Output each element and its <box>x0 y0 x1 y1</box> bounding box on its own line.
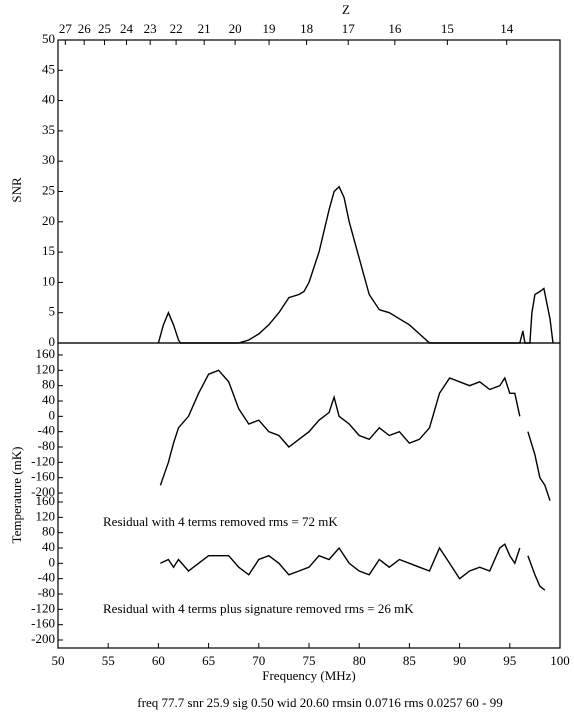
y-tick-label: 40 <box>42 539 55 554</box>
y-tick-label: -120 <box>31 600 55 615</box>
y-tick-label: 5 <box>49 304 56 319</box>
y-tick-label: -200 <box>31 484 55 499</box>
y-tick-label: 15 <box>42 243 55 258</box>
annotation: Residual with 4 terms plus signature rem… <box>103 601 414 616</box>
z-tick-label: 20 <box>229 21 242 36</box>
y-tick-label: 50 <box>42 31 55 46</box>
y-tick-label: 0 <box>49 334 56 349</box>
y-tick-label: 40 <box>42 392 55 407</box>
x-tick-label: 75 <box>303 653 316 668</box>
y-tick-label: -80 <box>38 585 55 600</box>
z-tick-label: 16 <box>388 21 402 36</box>
y-tick-label: 20 <box>42 213 55 228</box>
x-tick-label: 95 <box>503 653 516 668</box>
y-tick-label: 0 <box>49 554 56 569</box>
x-tick-label: 85 <box>403 653 416 668</box>
y-axis-label: SNR <box>9 177 24 203</box>
y-tick-label: 120 <box>36 361 56 376</box>
y-tick-label: 25 <box>42 182 55 197</box>
y-tick-label: 80 <box>42 524 55 539</box>
y-tick-label: 35 <box>42 122 55 137</box>
y-tick-label: 160 <box>36 346 56 361</box>
z-tick-label: 27 <box>59 21 73 36</box>
y-tick-label: -160 <box>31 616 55 631</box>
data-line <box>159 369 551 501</box>
y-tick-label: -120 <box>31 453 55 468</box>
x-axis-label: Frequency (MHz) <box>262 668 356 683</box>
y-tick-label: 40 <box>42 92 55 107</box>
y-tick-label: -160 <box>31 469 55 484</box>
y-tick-label: 120 <box>36 508 56 523</box>
z-tick-label: 22 <box>170 21 183 36</box>
x-tick-label: 55 <box>102 653 115 668</box>
z-tick-label: 15 <box>441 21 454 36</box>
z-tick-label: 14 <box>500 21 514 36</box>
z-tick-label: 26 <box>78 21 92 36</box>
x-tick-label: 50 <box>52 653 65 668</box>
x-tick-label: 100 <box>550 653 570 668</box>
x-tick-label: 70 <box>252 653 265 668</box>
y-tick-label: 30 <box>42 152 55 167</box>
y-tick-label: -200 <box>31 631 55 646</box>
y-tick-label: 0 <box>49 407 56 422</box>
z-tick-label: 24 <box>120 21 134 36</box>
z-tick-label: 18 <box>300 21 313 36</box>
y-tick-label: 10 <box>42 273 55 288</box>
y-axis-label: Temperature (mK) <box>9 447 24 544</box>
caption: freq 77.7 snr 25.9 sig 0.50 wid 20.60 rm… <box>137 695 502 710</box>
y-tick-label: 80 <box>42 377 55 392</box>
z-axis-label: Z <box>342 2 350 17</box>
y-tick-label: 160 <box>36 493 56 508</box>
annotation: Residual with 4 terms removed rms = 72 m… <box>103 514 338 529</box>
z-tick-label: 17 <box>342 21 356 36</box>
x-tick-label: 90 <box>453 653 466 668</box>
y-tick-label: -80 <box>38 438 55 453</box>
z-tick-label: 25 <box>98 21 111 36</box>
y-tick-label: -40 <box>38 423 55 438</box>
x-tick-label: 65 <box>202 653 215 668</box>
x-tick-label: 80 <box>353 653 366 668</box>
y-tick-label: -40 <box>38 570 55 585</box>
data-line <box>157 185 554 344</box>
x-tick-label: 60 <box>152 653 165 668</box>
data-line <box>160 543 546 591</box>
z-tick-label: 19 <box>263 21 276 36</box>
z-tick-label: 23 <box>144 21 157 36</box>
z-tick-label: 21 <box>198 21 211 36</box>
y-tick-label: 45 <box>42 61 55 76</box>
